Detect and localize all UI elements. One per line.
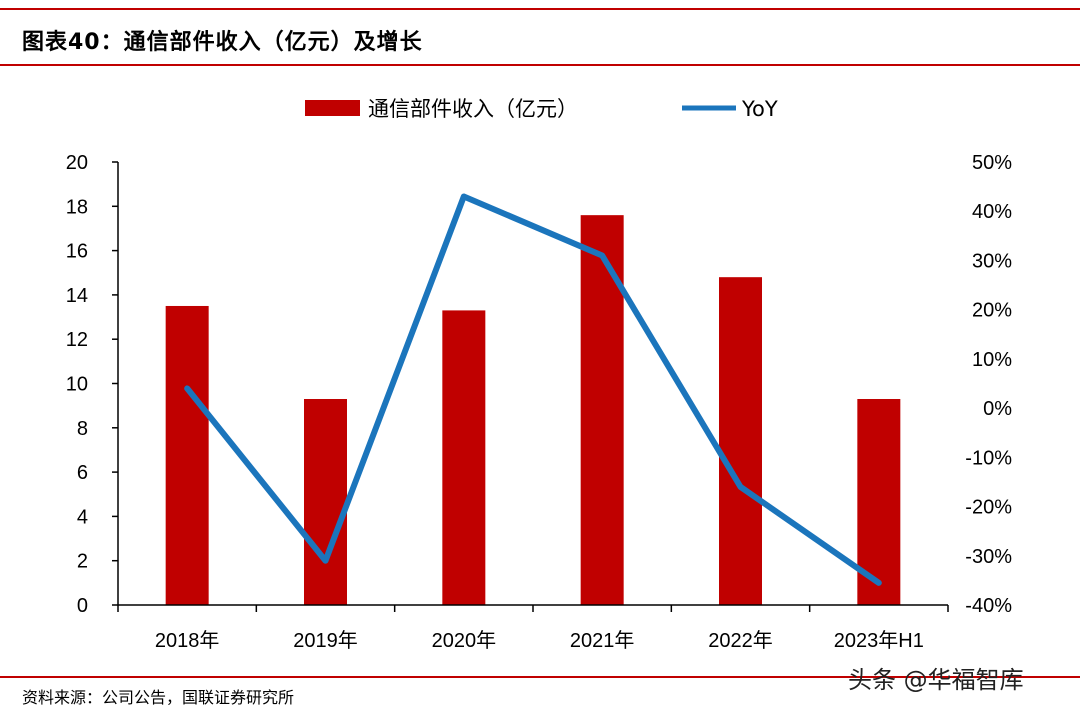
right-axis-tick-label: 10% xyxy=(972,349,1012,371)
source-note: 资料来源：公司公告，国联证券研究所 xyxy=(22,688,295,707)
x-axis-category-label: 2021年 xyxy=(570,629,635,652)
left-axis-tick-label: 0 xyxy=(77,595,88,617)
bar xyxy=(580,215,624,605)
bar xyxy=(304,399,347,605)
right-axis-tick-label: 20% xyxy=(972,300,1012,322)
x-axis-category-label: 2020年 xyxy=(432,629,497,652)
legend-bar-swatch xyxy=(305,100,360,116)
bar xyxy=(165,305,209,605)
legend-line-label: YoY xyxy=(741,97,778,121)
left-axis-tick-label: 10 xyxy=(66,374,88,396)
right-axis-tick-label: -30% xyxy=(965,546,1012,568)
left-axis-tick-label: 4 xyxy=(77,506,88,528)
x-axis-category-label: 2022年 xyxy=(708,629,773,652)
right-axis-tick-label: -40% xyxy=(965,595,1012,617)
left-axis-tick-label: 14 xyxy=(66,285,88,307)
title-bar: 图表40：通信部件收入（亿元）及增长 xyxy=(0,8,1080,66)
left-axis-tick-label: 18 xyxy=(66,196,88,218)
left-axis-tick-label: 8 xyxy=(77,418,88,440)
right-axis-tick-label: 50% xyxy=(972,152,1012,174)
right-axis-tick-label: 40% xyxy=(972,201,1012,223)
right-axis-tick-label: 30% xyxy=(972,250,1012,272)
left-axis-tick-label: 12 xyxy=(66,329,88,351)
x-axis-category-label: 2019年 xyxy=(293,629,358,652)
x-axis-category-label: 2018年 xyxy=(155,629,220,652)
left-axis-tick-label: 20 xyxy=(66,152,88,174)
footer-rule xyxy=(0,676,1080,678)
right-axis-tick-label: -20% xyxy=(965,497,1012,519)
watermark: 头条 @华福智库 xyxy=(848,666,1024,694)
left-axis-tick-label: 6 xyxy=(77,462,88,484)
right-axis-tick-label: 0% xyxy=(983,398,1012,420)
left-axis-tick-label: 16 xyxy=(66,241,88,263)
left-axis-tick-label: 2 xyxy=(77,551,88,573)
x-axis-category-label: 2023年H1 xyxy=(834,629,924,652)
yoy-line xyxy=(184,193,882,586)
bar xyxy=(719,277,762,605)
legend: 通信部件收入（亿元） YoY xyxy=(305,97,778,121)
chart-title: 图表40：通信部件收入（亿元）及增长 xyxy=(22,30,423,55)
right-axis-tick-label: -10% xyxy=(965,447,1012,469)
legend-bar-label: 通信部件收入（亿元） xyxy=(368,97,578,121)
bar xyxy=(442,310,486,605)
